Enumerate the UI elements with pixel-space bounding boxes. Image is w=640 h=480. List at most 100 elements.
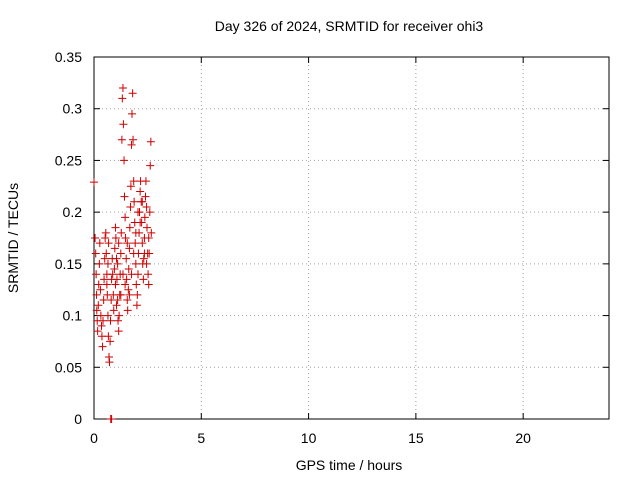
- data-point: [118, 94, 127, 103]
- data-point: [114, 327, 123, 336]
- data-point: [144, 280, 153, 289]
- data-point: [95, 259, 104, 268]
- data-points: [90, 84, 156, 423]
- data-point: [144, 234, 153, 242]
- x-tick-label: 0: [90, 430, 98, 446]
- data-point: [101, 234, 110, 242]
- y-axis-label: SRMTID / TECUs: [5, 183, 21, 293]
- data-point: [122, 275, 131, 284]
- data-point: [92, 270, 101, 279]
- data-point: [99, 296, 108, 305]
- data-point: [106, 316, 115, 325]
- data-point: [112, 301, 121, 310]
- data-point: [114, 239, 123, 248]
- y-tick-label: 0.1: [63, 308, 83, 324]
- data-point: [118, 270, 127, 279]
- data-point: [128, 89, 137, 98]
- data-point: [146, 137, 155, 146]
- data-point: [121, 234, 130, 242]
- plot-area-border: [93, 56, 610, 420]
- data-point: [126, 202, 135, 211]
- data-point: [116, 249, 125, 258]
- y-tick-label: 0: [74, 411, 82, 427]
- data-point: [111, 223, 120, 232]
- data-point: [125, 290, 134, 299]
- data-point: [131, 239, 140, 248]
- data-point: [113, 259, 122, 268]
- axis-ticks: [93, 56, 609, 420]
- data-point: [117, 228, 126, 237]
- data-point: [103, 311, 112, 320]
- data-point: [139, 254, 148, 263]
- x-axis-label: GPS time / hours: [296, 457, 403, 473]
- tick-labels: 0 5 10 15 20 0 0.05 0.1 0.15 0.2 0.25 0.3 0.35: [55, 49, 531, 446]
- data-point: [114, 316, 123, 325]
- data-point: [140, 249, 149, 258]
- data-point: [91, 249, 100, 258]
- data-point: [109, 306, 118, 315]
- data-point: [108, 270, 117, 279]
- data-point: [95, 239, 104, 248]
- data-point: [142, 259, 151, 268]
- data-point: [132, 280, 141, 289]
- data-point: [120, 192, 129, 201]
- x-tick-label: 5: [197, 430, 205, 446]
- data-point: [113, 296, 122, 305]
- data-point: [107, 415, 116, 423]
- data-point: [147, 228, 156, 237]
- data-point: [103, 259, 112, 268]
- data-point: [92, 290, 101, 299]
- data-point: [102, 249, 111, 258]
- data-point: [131, 259, 140, 268]
- data-point: [144, 270, 153, 279]
- data-point: [138, 239, 147, 248]
- data-point: [117, 135, 126, 144]
- data-point: [136, 218, 145, 227]
- data-point: [127, 270, 136, 279]
- data-point: [92, 306, 101, 315]
- y-tick-label: 0.05: [55, 359, 82, 375]
- data-point: [112, 254, 121, 263]
- y-tick-label: 0.2: [63, 204, 83, 220]
- data-point: [125, 244, 134, 253]
- data-point: [141, 177, 150, 186]
- data-point: [127, 109, 136, 118]
- data-point: [123, 296, 132, 305]
- data-point: [104, 239, 113, 248]
- data-point: [123, 239, 132, 248]
- y-tick-label: 0.35: [55, 49, 82, 65]
- data-point: [133, 290, 142, 299]
- y-tick-label: 0.25: [55, 152, 82, 168]
- data-point: [99, 316, 108, 325]
- data-point: [98, 342, 107, 351]
- data-point: [124, 265, 133, 274]
- data-point: [102, 280, 111, 289]
- grid-lines: [94, 57, 609, 419]
- data-point: [110, 265, 119, 274]
- data-point: [136, 187, 145, 196]
- data-point: [96, 285, 105, 294]
- data-point: [121, 280, 130, 289]
- data-point: [133, 208, 142, 217]
- data-point: [126, 182, 135, 191]
- data-point: [138, 197, 147, 206]
- y-tick-label: 0.3: [63, 101, 83, 117]
- chart-title: Day 326 of 2024, SRMTID for receiver ohi…: [215, 18, 484, 34]
- data-point: [94, 301, 103, 310]
- data-point: [125, 223, 134, 232]
- data-point: [101, 228, 110, 237]
- x-tick-label: 15: [408, 430, 424, 446]
- data-point: [96, 311, 105, 320]
- data-point: [115, 311, 124, 320]
- data-point: [129, 177, 138, 186]
- y-tick-label: 0.15: [55, 256, 82, 272]
- data-point: [118, 84, 127, 93]
- data-point: [100, 254, 109, 263]
- data-point: [119, 120, 128, 129]
- data-point: [94, 280, 103, 289]
- data-point: [129, 249, 138, 258]
- data-point: [91, 234, 100, 242]
- data-point: [127, 140, 136, 149]
- data-point: [145, 208, 154, 217]
